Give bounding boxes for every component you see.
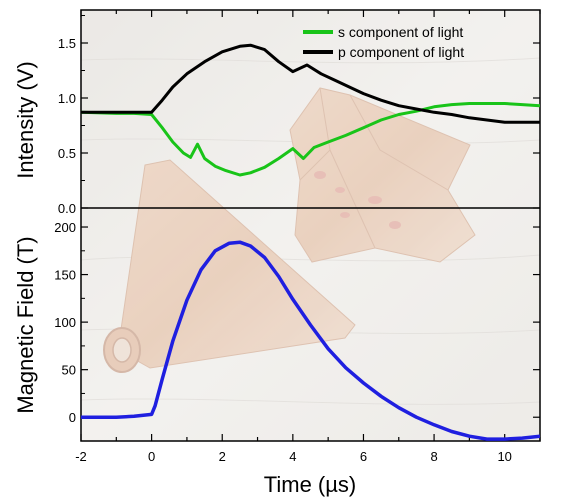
y-tick-label-intensity: 0.0 [58, 201, 76, 216]
x-tick-label: 8 [430, 449, 437, 464]
crumpled-copper-foil [289, 87, 476, 263]
y-tick-label-intensity: 1.5 [58, 36, 76, 51]
magnetic-field-series [81, 240, 540, 441]
x-tick-label: 2 [219, 449, 226, 464]
y-tick-label-field: 200 [54, 220, 76, 235]
legend: s component of light p component of ligh… [303, 24, 464, 60]
s-component-line [81, 102, 540, 177]
x-tick-label: 6 [360, 449, 367, 464]
y-tick-label-field: 50 [62, 363, 76, 378]
y-axis-title-intensity: Intensity (V) [13, 61, 38, 178]
y-axis-title-magnetic-field: Magnetic Field (T) [13, 236, 38, 413]
magnetic-field-line [81, 240, 540, 441]
p-component-line [81, 43, 540, 124]
axis-ticks [80, 10, 541, 441]
y-tick-label-field: 100 [54, 315, 76, 330]
y-tick-label-intensity: 1.0 [58, 91, 76, 106]
x-tick-label: 0 [148, 449, 155, 464]
y-tick-label-field: 0 [69, 410, 76, 425]
y-tick-label-intensity: 0.5 [58, 146, 76, 161]
background-photo [81, 10, 540, 441]
y-tick-label-field: 150 [54, 268, 76, 283]
x-axis-title: Time (µs) [264, 472, 357, 497]
x-tick-label: -2 [75, 449, 87, 464]
legend-label-s-component: s component of light [338, 24, 463, 40]
intensity-series [81, 43, 540, 177]
plot-frame [80, 9, 541, 442]
axis-tick-labels: -2 0 2 4 6 8 10 0.0 0.5 1.0 1.5 0 50 100 150 200 [54, 36, 512, 464]
legend-label-p-component: p component of light [338, 44, 464, 60]
x-tick-label: 4 [289, 449, 296, 464]
x-tick-label: 10 [497, 449, 511, 464]
